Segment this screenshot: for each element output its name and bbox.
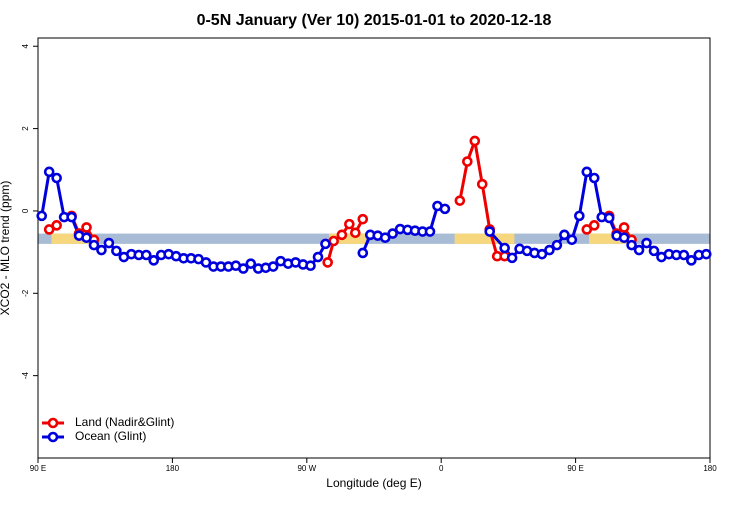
data-point: [618, 222, 630, 233]
land-band: [454, 233, 515, 244]
y-tick-label: 0: [21, 208, 30, 213]
data-point: [499, 242, 510, 254]
x-tick-label: 0: [439, 464, 444, 473]
data-point: [603, 212, 615, 224]
data-point: [551, 239, 563, 251]
x-tick-label: 90 W: [297, 464, 316, 473]
data-point: [350, 227, 361, 239]
data-point: [81, 222, 92, 233]
x-axis-label: Longitude (deg E): [326, 476, 421, 490]
y-tick-label: -2: [21, 289, 30, 297]
data-point: [51, 220, 62, 231]
data-point: [312, 251, 324, 263]
data-point: [379, 232, 391, 244]
data-point: [439, 203, 451, 215]
data-point: [462, 156, 473, 167]
data-point: [66, 211, 77, 223]
land-band: [51, 233, 95, 244]
data-point: [588, 220, 600, 231]
data-point: [544, 244, 555, 256]
data-point: [559, 229, 570, 241]
data-point: [81, 232, 92, 244]
data-point: [686, 255, 697, 266]
data-point: [140, 249, 152, 261]
data-point: [305, 260, 316, 272]
data-point: [536, 248, 548, 260]
legend-label: Land (Nadir&Glint): [75, 415, 174, 429]
data-point: [476, 178, 488, 190]
legend-label: Ocean (Glint): [75, 429, 146, 443]
data-point: [469, 135, 481, 147]
data-point: [574, 210, 585, 222]
data-point: [96, 244, 107, 256]
data-point: [111, 245, 122, 257]
chart-title: 0-5N January (Ver 10) 2015-01-01 to 2020…: [197, 12, 552, 29]
data-point: [626, 239, 637, 251]
data-point: [678, 249, 690, 261]
legend-marker: [47, 417, 59, 429]
data-point: [633, 244, 645, 256]
data-point: [336, 229, 348, 241]
y-tick-label: -4: [21, 372, 30, 380]
y-tick-label: 2: [21, 126, 30, 131]
data-point: [43, 166, 55, 178]
land-band: [589, 233, 633, 244]
y-axis-label: XCO2 - MLO trend (ppm): [0, 181, 12, 316]
data-point: [238, 263, 249, 274]
data-point: [581, 224, 593, 235]
data-point: [344, 218, 355, 230]
data-point: [322, 257, 334, 268]
data-point: [506, 252, 518, 264]
data-point: [484, 226, 496, 237]
x-tick-label: 180: [166, 464, 180, 473]
data-point: [245, 258, 257, 269]
data-point: [267, 261, 279, 272]
data-point: [88, 239, 100, 251]
data-point: [357, 213, 369, 225]
data-point: [454, 195, 466, 206]
data-point: [328, 235, 339, 247]
x-tick-label: 180: [703, 464, 717, 473]
data-point: [566, 234, 578, 246]
land-band: [329, 233, 367, 244]
data-point: [320, 238, 331, 250]
data-point: [581, 166, 593, 178]
data-point: [357, 247, 369, 259]
data-point: [641, 237, 652, 249]
x-tick-label: 90 E: [30, 464, 46, 473]
legend-marker: [47, 431, 59, 443]
y-tick-label: 4: [21, 43, 30, 48]
data-point: [36, 210, 48, 222]
data-point: [103, 237, 115, 249]
data-point: [200, 257, 212, 268]
data-point: [43, 224, 55, 235]
data-point: [424, 226, 436, 237]
data-point: [618, 232, 630, 244]
plot-frame: [37, 37, 711, 459]
data-point: [51, 172, 62, 184]
data-point: [588, 172, 600, 184]
data-point: [648, 245, 660, 257]
data-point: [700, 248, 712, 260]
x-tick-label: 90 E: [567, 464, 583, 473]
series-line: [48, 139, 633, 263]
data-point: [148, 255, 160, 266]
data-point: [387, 228, 398, 239]
